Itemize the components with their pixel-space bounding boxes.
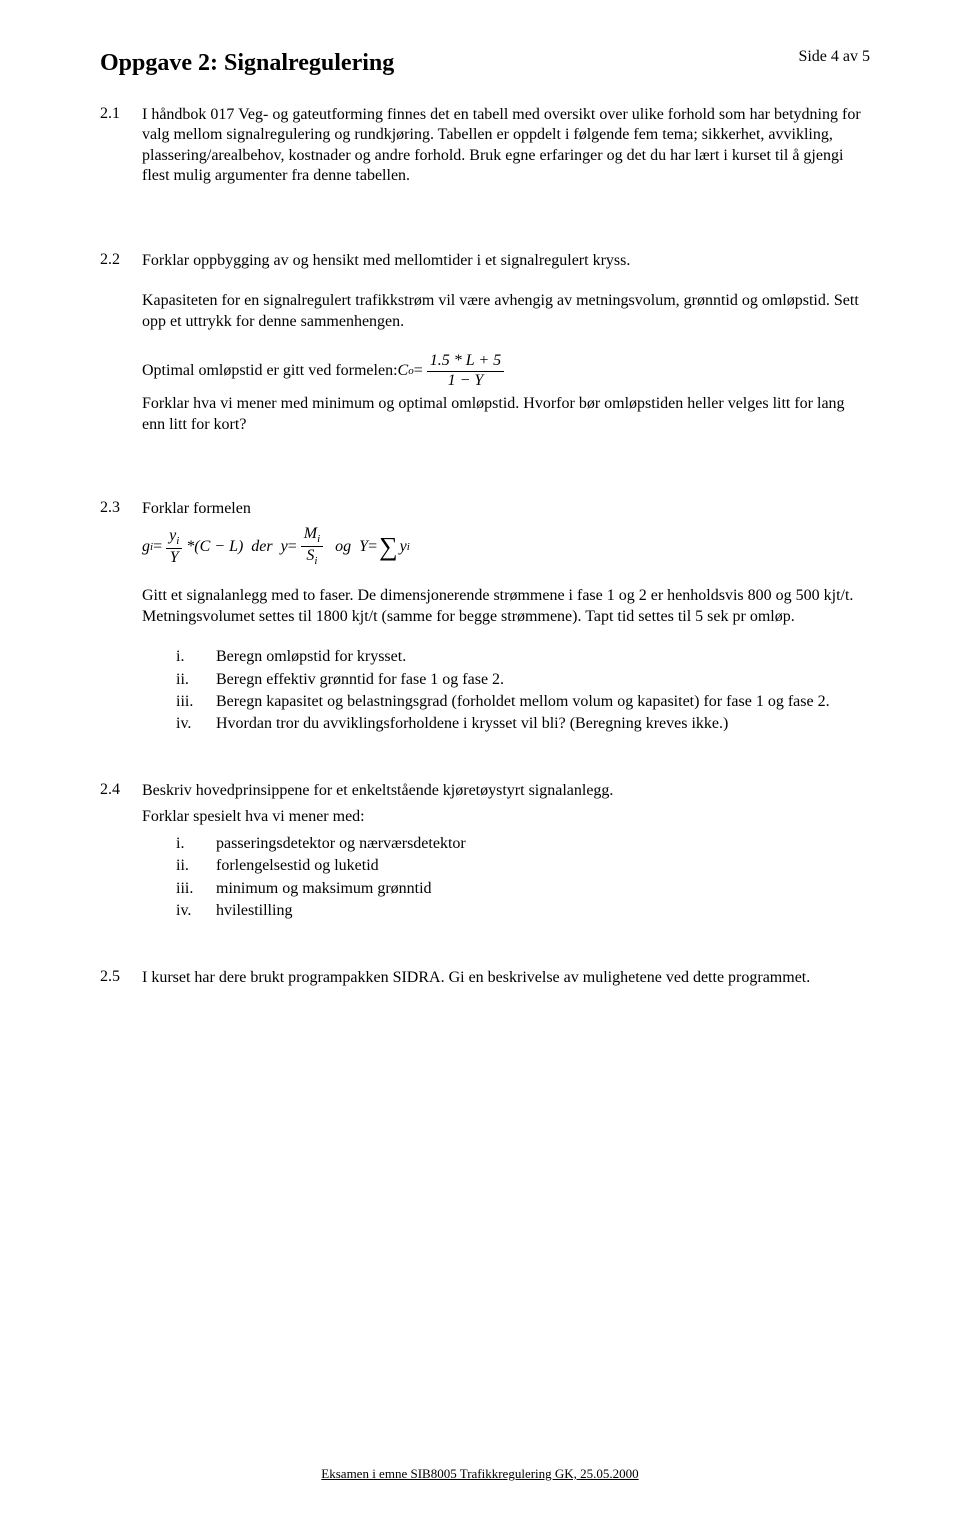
text: 1.5 * L + 5 [430,352,501,369]
section-body: I kurset har dere brukt programpakken SI… [142,968,870,1008]
roman-list: i.Beregn omløpstid for krysset. ii.Bereg… [176,647,870,735]
item-text: minimum og maksimum grønntid [216,879,870,899]
fraction: 1.5 * L + 5 1 − Y [427,352,504,390]
word-og: og [327,537,359,557]
section-body: I håndbok 017 Veg- og gateutforming finn… [142,105,870,207]
list-item: ii.Beregn effektiv grønntid for fase 1 o… [176,670,870,690]
paragraph: Kapasiteten for en signalregulert trafik… [142,291,870,332]
page-title: Oppgave 2: Signalregulering [100,50,870,77]
var-Y: Y [359,537,368,557]
numerator: Mi [301,525,323,547]
equals: = [153,537,162,557]
item-text: Beregn effektiv grønntid for fase 1 og f… [216,670,870,690]
item-number: iv. [176,901,216,921]
document-page: Side 4 av 5 Oppgave 2: Signalregulering … [0,0,960,1522]
formula-gi: gi = yi Y *(C − L) der y = Mi Si og [142,525,870,568]
numerator: yi [166,527,182,549]
list-item: iv.Hvordan tror du avviklingsforholdene … [176,714,870,734]
paragraph: Gitt et signalanlegg med to faser. De di… [142,586,870,627]
item-text: Beregn kapasitet og belastningsgrad (for… [216,692,870,712]
item-number: ii. [176,856,216,876]
equals: = [414,361,423,381]
paragraph: Forklar formelen [142,499,870,519]
item-number: iii. [176,879,216,899]
var-M: M [304,525,317,542]
section-2-1: 2.1 I håndbok 017 Veg- og gateutforming … [100,105,870,207]
paragraph: Forklar oppbygging av og hensikt med mel… [142,251,870,271]
list-item: i.passeringsdetektor og nærværsdetektor [176,834,870,854]
section-number: 2.5 [100,968,142,1008]
section-2-5: 2.5 I kurset har dere brukt programpakke… [100,968,870,1008]
section-2-4: 2.4 Beskriv hovedprinsippene for et enke… [100,781,870,924]
section-number: 2.3 [100,499,142,737]
section-body: Forklar formelen gi = yi Y *(C − L) der … [142,499,870,737]
paragraph: I kurset har dere brukt programpakken SI… [142,968,870,988]
item-number: ii. [176,670,216,690]
page-number: Side 4 av 5 [798,48,870,66]
roman-list: i.passeringsdetektor og nærværsdetektor … [176,834,870,922]
section-body: Forklar oppbygging av og hensikt med mel… [142,251,870,455]
formula-optimal-cycle: Optimal omløpstid er gitt ved formelen: … [142,352,870,390]
paragraph: Forklar spesielt hva vi mener med: [142,807,870,827]
term-CL: *(C − L) [186,537,243,557]
section-number: 2.2 [100,251,142,455]
item-number: iv. [176,714,216,734]
equals: = [288,537,297,557]
fraction: Mi Si [301,525,323,568]
section-number: 2.1 [100,105,142,207]
list-item: iv.hvilestilling [176,901,870,921]
list-item: iii.minimum og maksimum grønntid [176,879,870,899]
item-text: Hvordan tror du avviklingsforholdene i k… [216,714,870,734]
word-der: der [243,537,280,557]
paragraph: Beskriv hovedprinsippene for et enkeltst… [142,781,870,801]
item-text: forlengelsestid og luketid [216,856,870,876]
section-2-2: 2.2 Forklar oppbygging av og hensikt med… [100,251,870,455]
section-number: 2.4 [100,781,142,924]
denominator: Si [301,547,323,568]
var-yi: y [400,537,407,557]
fraction: yi Y [166,527,182,567]
text: 1 − Y [448,372,484,389]
denominator: Y [166,549,182,567]
var-y: y [281,537,288,557]
denominator: 1 − Y [427,372,504,390]
item-number: i. [176,647,216,667]
section-2-3: 2.3 Forklar formelen gi = yi Y *(C − L) … [100,499,870,737]
paragraph: I håndbok 017 Veg- og gateutforming finn… [142,105,870,187]
list-item: iii.Beregn kapasitet og belastningsgrad … [176,692,870,712]
var-C: C [398,361,409,381]
item-text: hvilestilling [216,901,870,921]
numerator: 1.5 * L + 5 [427,352,504,371]
sigma-icon: ∑ [379,534,398,560]
list-item: ii.forlengelsestid og luketid [176,856,870,876]
equals: = [368,537,377,557]
section-body: Beskriv hovedprinsippene for et enkeltst… [142,781,870,924]
page-footer: Eksamen i emne SIB8005 Trafikkregulering… [0,1466,960,1482]
sub-i: i [407,540,410,554]
var-g: g [142,537,150,557]
sub-i: i [314,555,317,567]
paragraph: Forklar hva vi mener med minimum og opti… [142,394,870,435]
list-item: i.Beregn omløpstid for krysset. [176,647,870,667]
item-text: passeringsdetektor og nærværsdetektor [216,834,870,854]
sub-i: i [317,534,320,546]
formula-label: Optimal omløpstid er gitt ved formelen: [142,361,398,381]
sub-i: i [176,535,179,547]
item-text: Beregn omløpstid for krysset. [216,647,870,667]
item-number: i. [176,834,216,854]
item-number: iii. [176,692,216,712]
